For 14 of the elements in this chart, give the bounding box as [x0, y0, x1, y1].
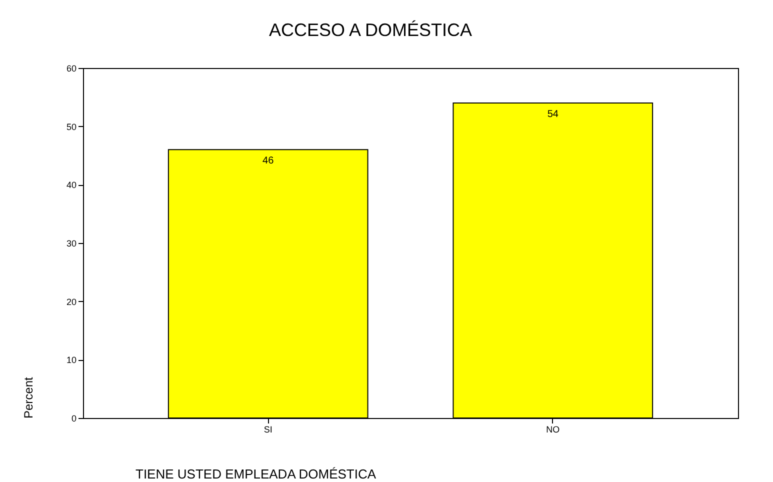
y-tick-label: 60 — [66, 64, 76, 74]
y-tick-label: 0 — [71, 414, 76, 424]
data-label: 46 — [262, 156, 274, 167]
x-axis-title: TIENE USTED EMPLEADA DOMÉSTICA — [136, 466, 376, 482]
y-axis-title: Percent — [22, 376, 36, 418]
y-tick-label: 30 — [66, 238, 76, 248]
y-tick-label: 50 — [66, 122, 76, 132]
data-label: 54 — [547, 109, 559, 120]
y-tick-label: 10 — [66, 355, 76, 366]
y-tick-label: 20 — [66, 296, 76, 307]
y-tick-label: 40 — [66, 180, 76, 190]
chart-title: ACCESO A DOMÉSTICA — [268, 20, 472, 40]
x-tick-label: SI — [264, 424, 272, 434]
x-tick-label: NO — [546, 424, 560, 434]
